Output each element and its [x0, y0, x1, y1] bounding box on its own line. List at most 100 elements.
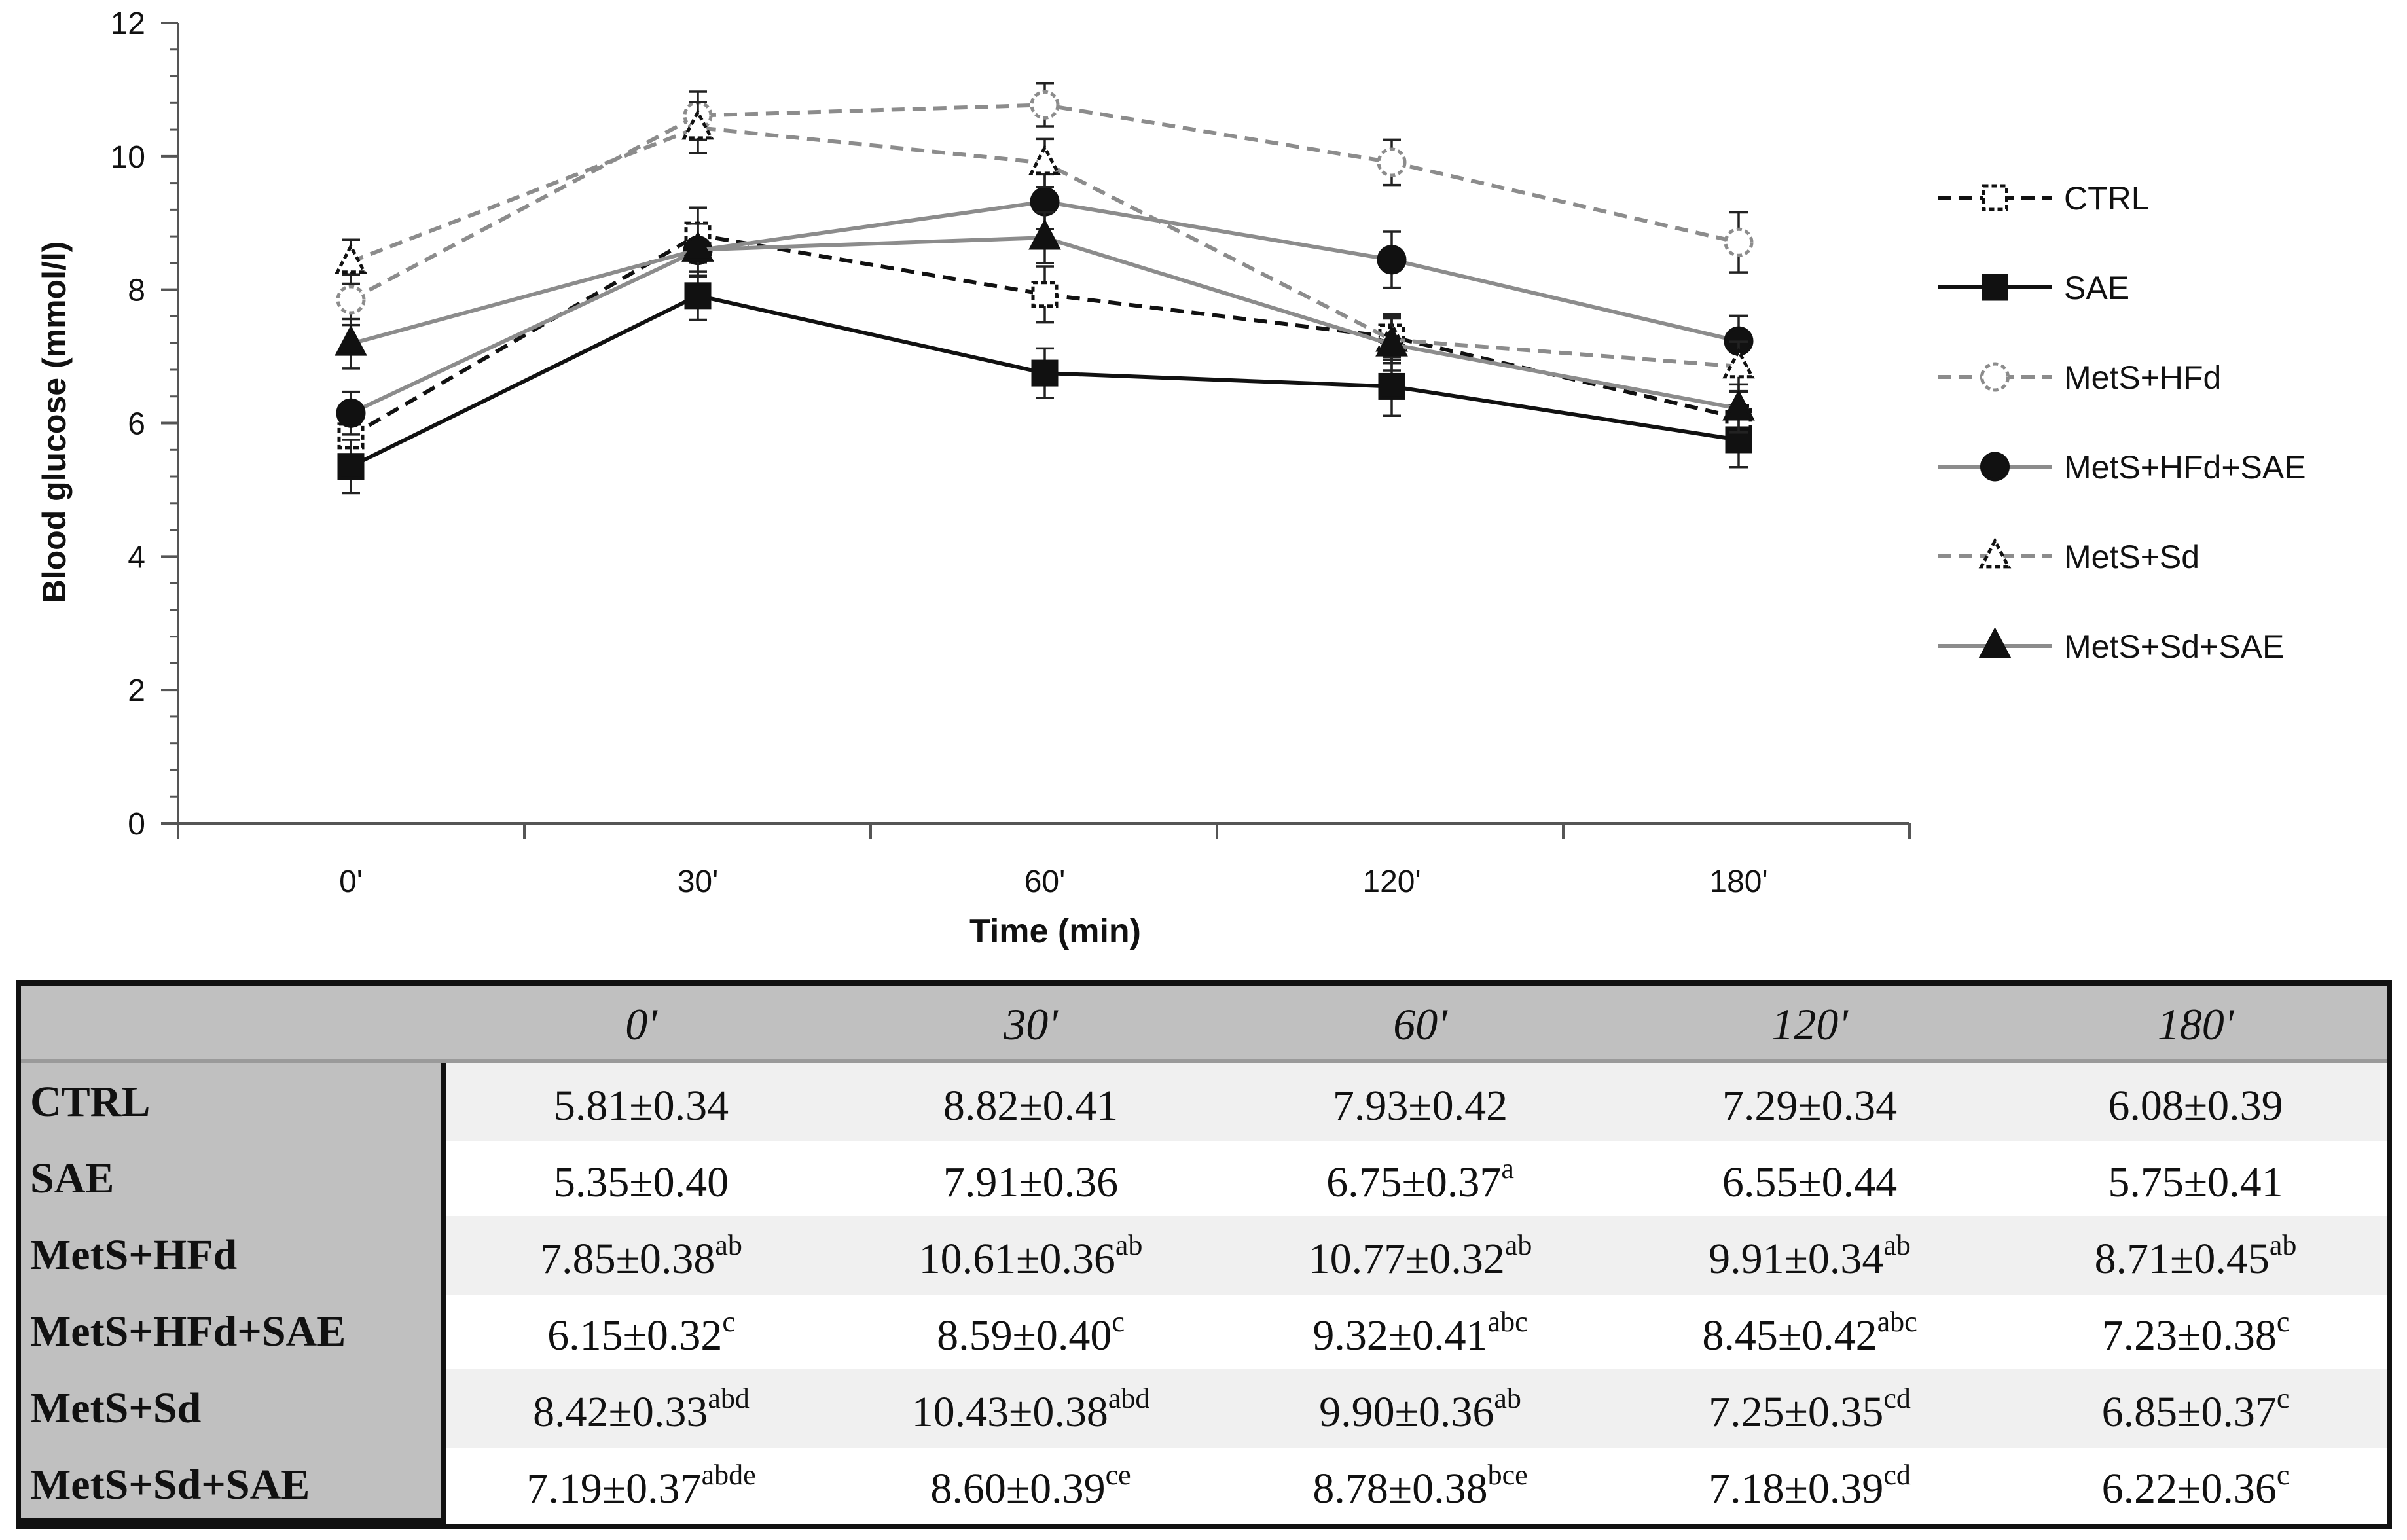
y-tick-label: 8 — [128, 274, 145, 308]
data-point — [1377, 147, 1407, 177]
series-mets-sd-sae — [335, 211, 1755, 434]
legend-label: MetS+HFd — [2064, 359, 2221, 396]
cell-value: 7.29±0.34 — [1722, 1082, 1898, 1130]
legend-item: MetS+HFd+SAE — [1938, 449, 2306, 486]
significance-superscript: abd — [708, 1382, 750, 1414]
table-cell: 5.81±0.34 — [446, 1063, 836, 1141]
cell-value: 8.60±0.39 — [930, 1465, 1106, 1513]
legend-label: MetS+HFd+SAE — [2064, 449, 2306, 486]
cell-value: 8.71±0.45 — [2094, 1235, 2270, 1283]
legend-marker — [1978, 537, 2012, 569]
data-point — [335, 325, 367, 356]
table-cell: 7.25±0.35cd — [1615, 1369, 2004, 1448]
data-point — [336, 285, 366, 315]
significance-superscript: ab — [715, 1229, 742, 1261]
significance-superscript: ab — [1494, 1382, 1521, 1414]
cell-value: 8.59±0.40 — [937, 1312, 1112, 1359]
y-tick-label: 0 — [128, 807, 145, 842]
table-cell: 9.32±0.41abc — [1225, 1293, 1615, 1371]
significance-superscript: ab — [2269, 1229, 2297, 1261]
table-row: 7.19±0.37abde 8.60±0.39ce 8.78±0.38bce 7.18… — [21, 1446, 2387, 1524]
legend-item: MetS+Sd+SAE — [1938, 627, 2284, 665]
significance-superscript: ce — [1105, 1459, 1131, 1491]
significance-superscript: c — [1112, 1306, 1125, 1338]
legend-label: MetS+Sd — [2064, 539, 2199, 575]
data-point — [1030, 90, 1060, 120]
data-point — [1722, 348, 1755, 379]
cell-value: 5.75±0.41 — [2108, 1158, 2283, 1206]
table-row-label: MetS+Sd — [30, 1384, 202, 1432]
y-tick-label: 10 — [111, 140, 145, 175]
data-table: 0' 30' 60' 120' 180' 5.81±0.34 8.82±0.41 7… — [16, 980, 2392, 1529]
table-cell: 5.75±0.41 — [2004, 1139, 2387, 1218]
table-column-header: 180' — [2157, 999, 2234, 1049]
y-tick-label: 6 — [128, 407, 145, 442]
table-cell: 6.22±0.36c — [2004, 1446, 2387, 1524]
legend-marker — [1982, 184, 2008, 211]
cell-value: 8.45±0.42 — [1702, 1312, 1877, 1359]
table-cell: 7.93±0.42 — [1225, 1063, 1615, 1141]
cell-value: 7.25±0.35 — [1709, 1388, 1884, 1436]
table-cell: 6.75±0.37a — [1225, 1139, 1615, 1218]
table-cell: 8.82±0.41 — [836, 1063, 1225, 1141]
table-cell: 10.77±0.32ab — [1225, 1216, 1615, 1295]
table-cell: 6.08±0.39 — [2004, 1063, 2387, 1141]
cell-value: 6.85±0.37 — [2101, 1388, 2277, 1436]
table-cell: 9.90±0.36ab — [1225, 1369, 1615, 1448]
table-cell: 7.91±0.36 — [836, 1139, 1225, 1218]
table-cell: 7.85±0.38ab — [446, 1216, 836, 1295]
table-cell: 8.59±0.40c — [836, 1293, 1225, 1371]
table-column-header: 30' — [1004, 999, 1058, 1049]
table-column-header: 0' — [625, 999, 657, 1049]
cell-value: 7.91±0.36 — [943, 1158, 1119, 1206]
y-axis-title: Blood glucose (mmol/l) — [36, 242, 73, 603]
table-cell: 10.61±0.36ab — [836, 1216, 1225, 1295]
table-row-label: CTRL — [30, 1078, 151, 1126]
legend-item: MetS+HFd — [1938, 359, 2221, 396]
cell-value: 7.19±0.37 — [526, 1465, 702, 1513]
significance-superscript: abc — [1487, 1306, 1528, 1338]
cell-value: 5.35±0.40 — [553, 1158, 729, 1206]
cell-value: 6.15±0.32 — [547, 1312, 723, 1359]
cell-value: 9.91±0.34 — [1709, 1235, 1884, 1283]
chart-legend: CTRL SAE MetS+HFd MetS+HFd+SAE MetS+Sd MetS+S… — [1938, 180, 2306, 665]
table-row-label: MetS+Sd+SAE — [30, 1461, 310, 1509]
data-point — [1722, 389, 1755, 421]
table-row: 6.15±0.32c 8.59±0.40c 9.32±0.41abc 8.45±0.4… — [21, 1293, 2387, 1371]
cell-value: 6.75±0.37 — [1326, 1158, 1502, 1206]
significance-superscript: abc — [1877, 1306, 1917, 1338]
cell-value: 9.32±0.41 — [1312, 1312, 1488, 1359]
table-cell: 6.15±0.32c — [446, 1293, 836, 1371]
legend-marker — [1978, 627, 2012, 658]
data-point — [1028, 219, 1061, 250]
cell-value: 8.42±0.33 — [533, 1388, 708, 1436]
x-tick-label: 180' — [1709, 865, 1767, 899]
significance-superscript: ab — [1115, 1229, 1143, 1261]
cell-value: 5.81±0.34 — [553, 1082, 729, 1130]
significance-superscript: cd — [1883, 1382, 1911, 1414]
cell-value: 7.85±0.38 — [540, 1235, 715, 1283]
cell-value: 8.78±0.38 — [1312, 1465, 1488, 1513]
legend-label: MetS+Sd+SAE — [2064, 628, 2284, 665]
y-tick-label: 12 — [111, 7, 145, 41]
table-cell: 7.19±0.37abde — [446, 1446, 836, 1524]
data-point — [1724, 227, 1754, 257]
cell-value: 7.93±0.42 — [1332, 1082, 1508, 1130]
legend-item: SAE — [1938, 270, 2129, 306]
significance-superscript: c — [722, 1306, 735, 1338]
legend-marker — [1980, 362, 2010, 392]
data-point — [336, 398, 366, 428]
table-cell: 6.55±0.44 — [1615, 1139, 2004, 1218]
chart-series-layer — [335, 82, 1755, 495]
table-cell: 8.78±0.38bce — [1225, 1446, 1615, 1524]
x-axis-title: Time (min) — [969, 912, 1141, 950]
data-point — [1031, 281, 1059, 308]
significance-superscript: ab — [1883, 1229, 1911, 1261]
cell-value: 7.18±0.39 — [1709, 1465, 1884, 1513]
table-cell: 6.85±0.37c — [2004, 1369, 2387, 1448]
significance-superscript: abd — [1108, 1382, 1150, 1414]
table-row-label: MetS+HFd — [30, 1231, 238, 1279]
x-tick-label: 60' — [1024, 865, 1066, 899]
y-tick-label: 4 — [128, 540, 145, 575]
legend-item: CTRL — [1938, 180, 2150, 217]
